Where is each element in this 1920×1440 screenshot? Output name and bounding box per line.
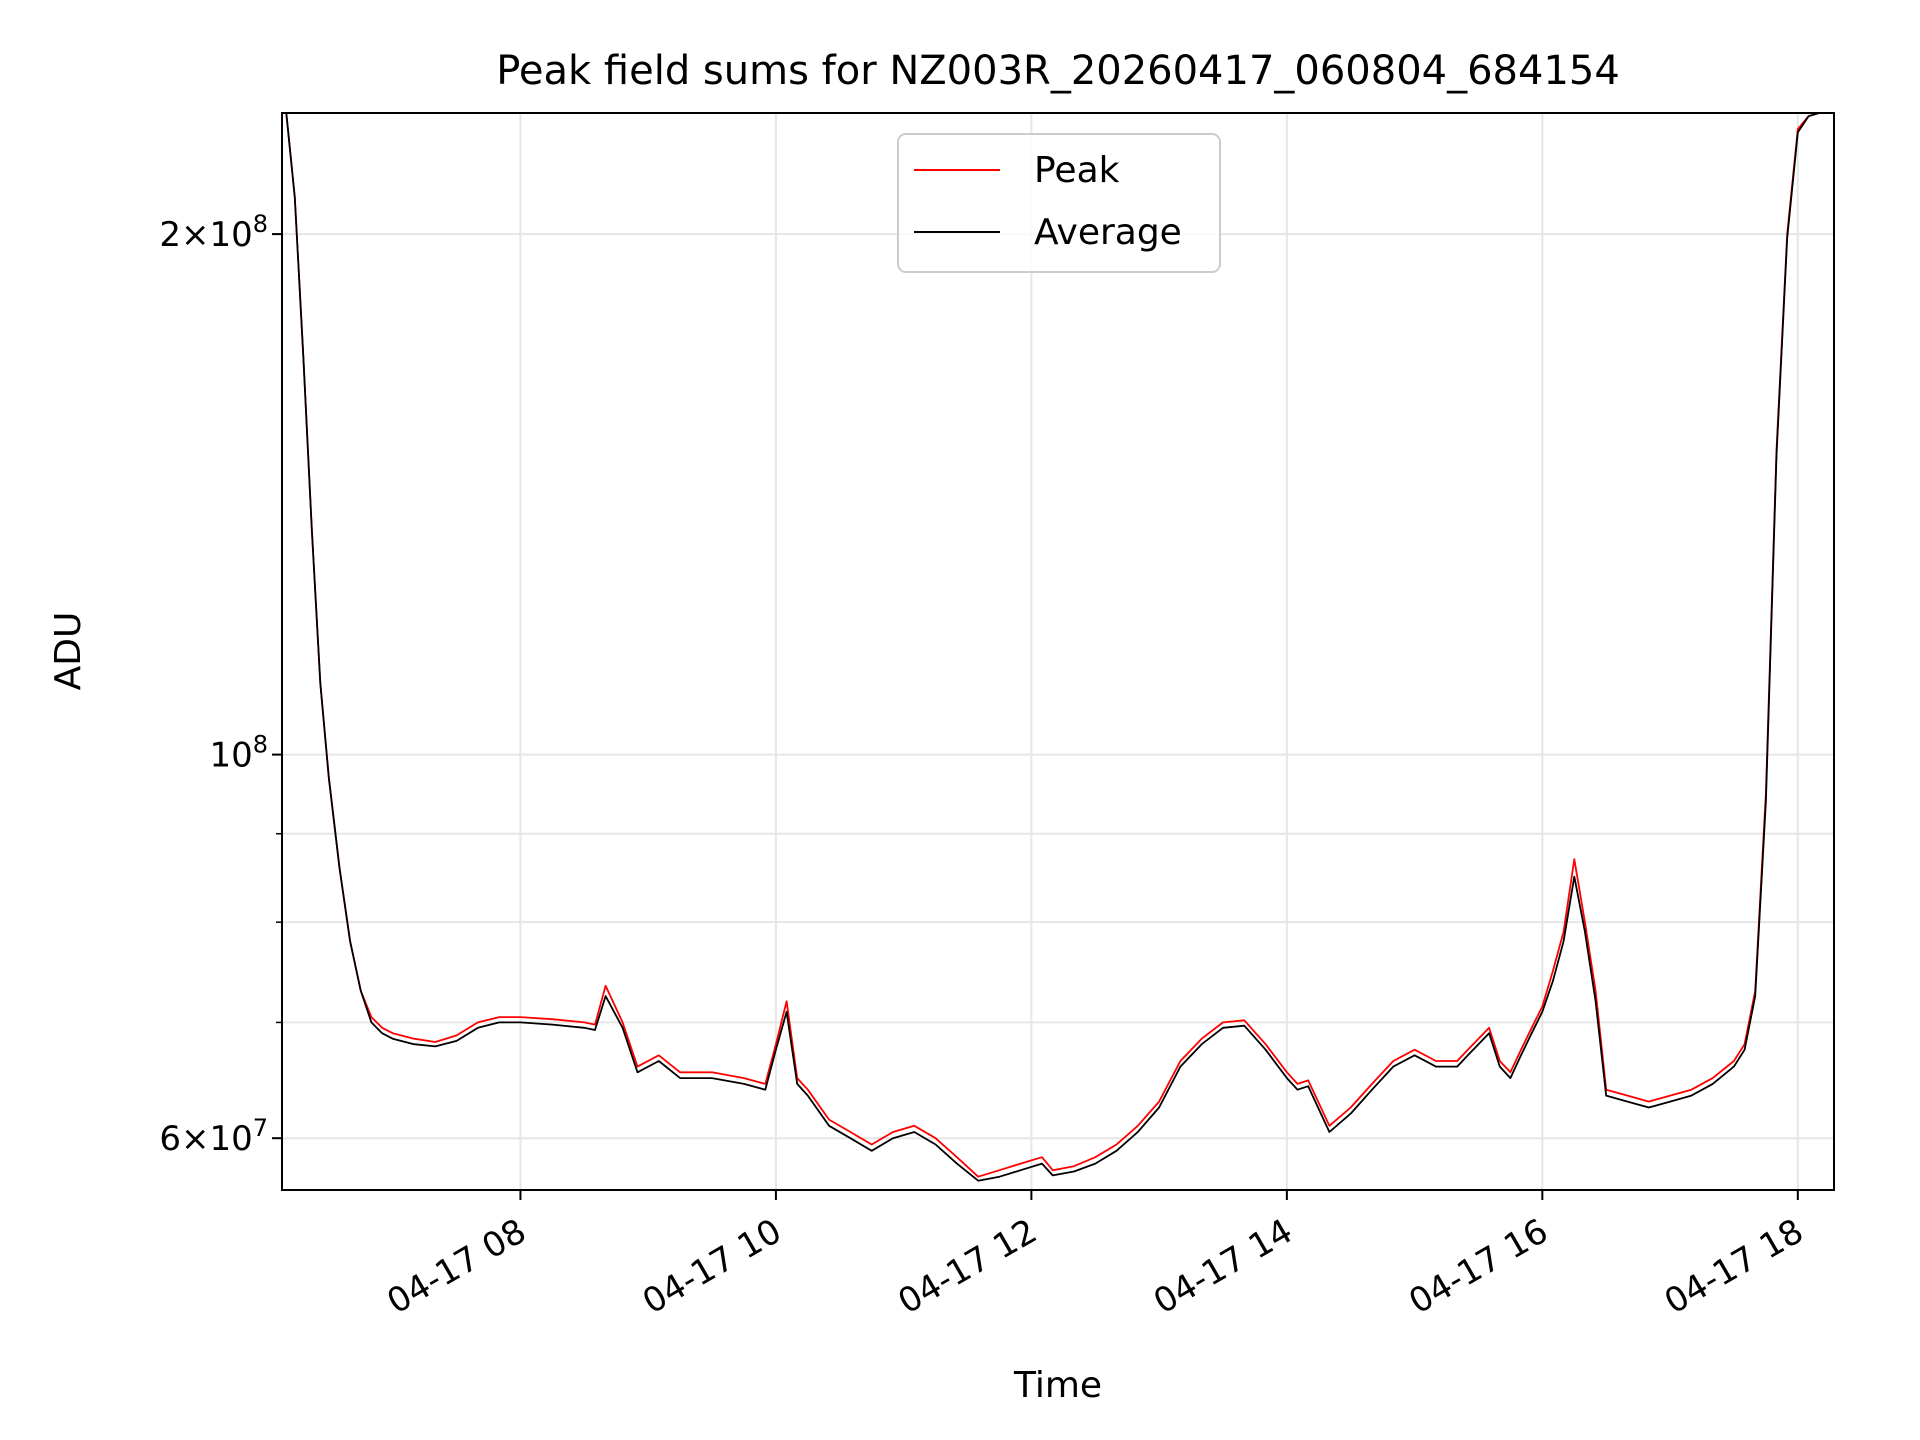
y-tick-label: 2×108	[159, 210, 268, 255]
legend: Peak Average	[897, 133, 1221, 273]
x-axis-label: Time	[1013, 1365, 1102, 1406]
y-axis: 2×108 108 6×107	[159, 210, 282, 1159]
legend-label-peak: Peak	[1034, 150, 1120, 191]
plot-frame	[281, 112, 1835, 1191]
y-tick-label: 108	[209, 731, 268, 776]
y-tick-label: 6×107	[159, 1114, 268, 1159]
legend-box	[897, 133, 1221, 273]
series-line-peak	[285, 113, 1830, 1178]
chart-title: Peak field sums for NZ003R_20260417_0608…	[496, 48, 1620, 94]
y-axis-label: ADU	[48, 612, 89, 691]
series-line-average	[285, 113, 1830, 1182]
series-layer	[285, 113, 1830, 1182]
legend-label-average: Average	[1034, 212, 1182, 253]
grid	[282, 113, 1834, 1190]
